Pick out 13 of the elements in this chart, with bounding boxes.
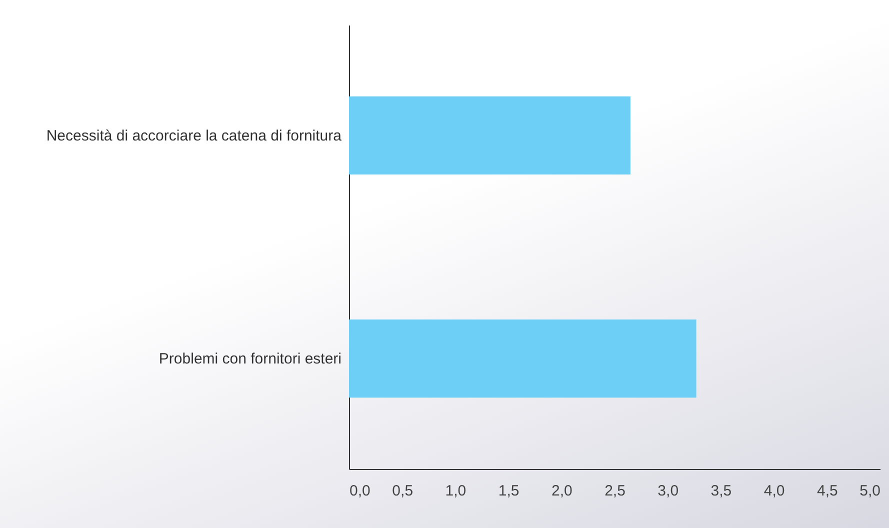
x-tick-label: 4,0 [764, 482, 785, 500]
x-tick-label: 1,5 [498, 482, 520, 500]
x-tick-label: 3,0 [658, 482, 679, 500]
x-tick-label: 0,5 [392, 482, 414, 500]
y-tick-label: Necessità di accorciare la catena di fornitura [46, 127, 342, 144]
x-tick-label: 4,5 [816, 482, 838, 500]
x-tick-label: 5,0 [860, 482, 880, 500]
x-tick-label: 1,0 [445, 482, 466, 500]
x-tick-label: 2,5 [604, 482, 626, 500]
x-tick-label: 0,0 [350, 482, 370, 500]
x-tick-label: 2,0 [551, 482, 572, 500]
x-tick-label: 3,5 [710, 482, 732, 500]
y-tick-label: Problemi con fornitori esteri [158, 350, 342, 368]
